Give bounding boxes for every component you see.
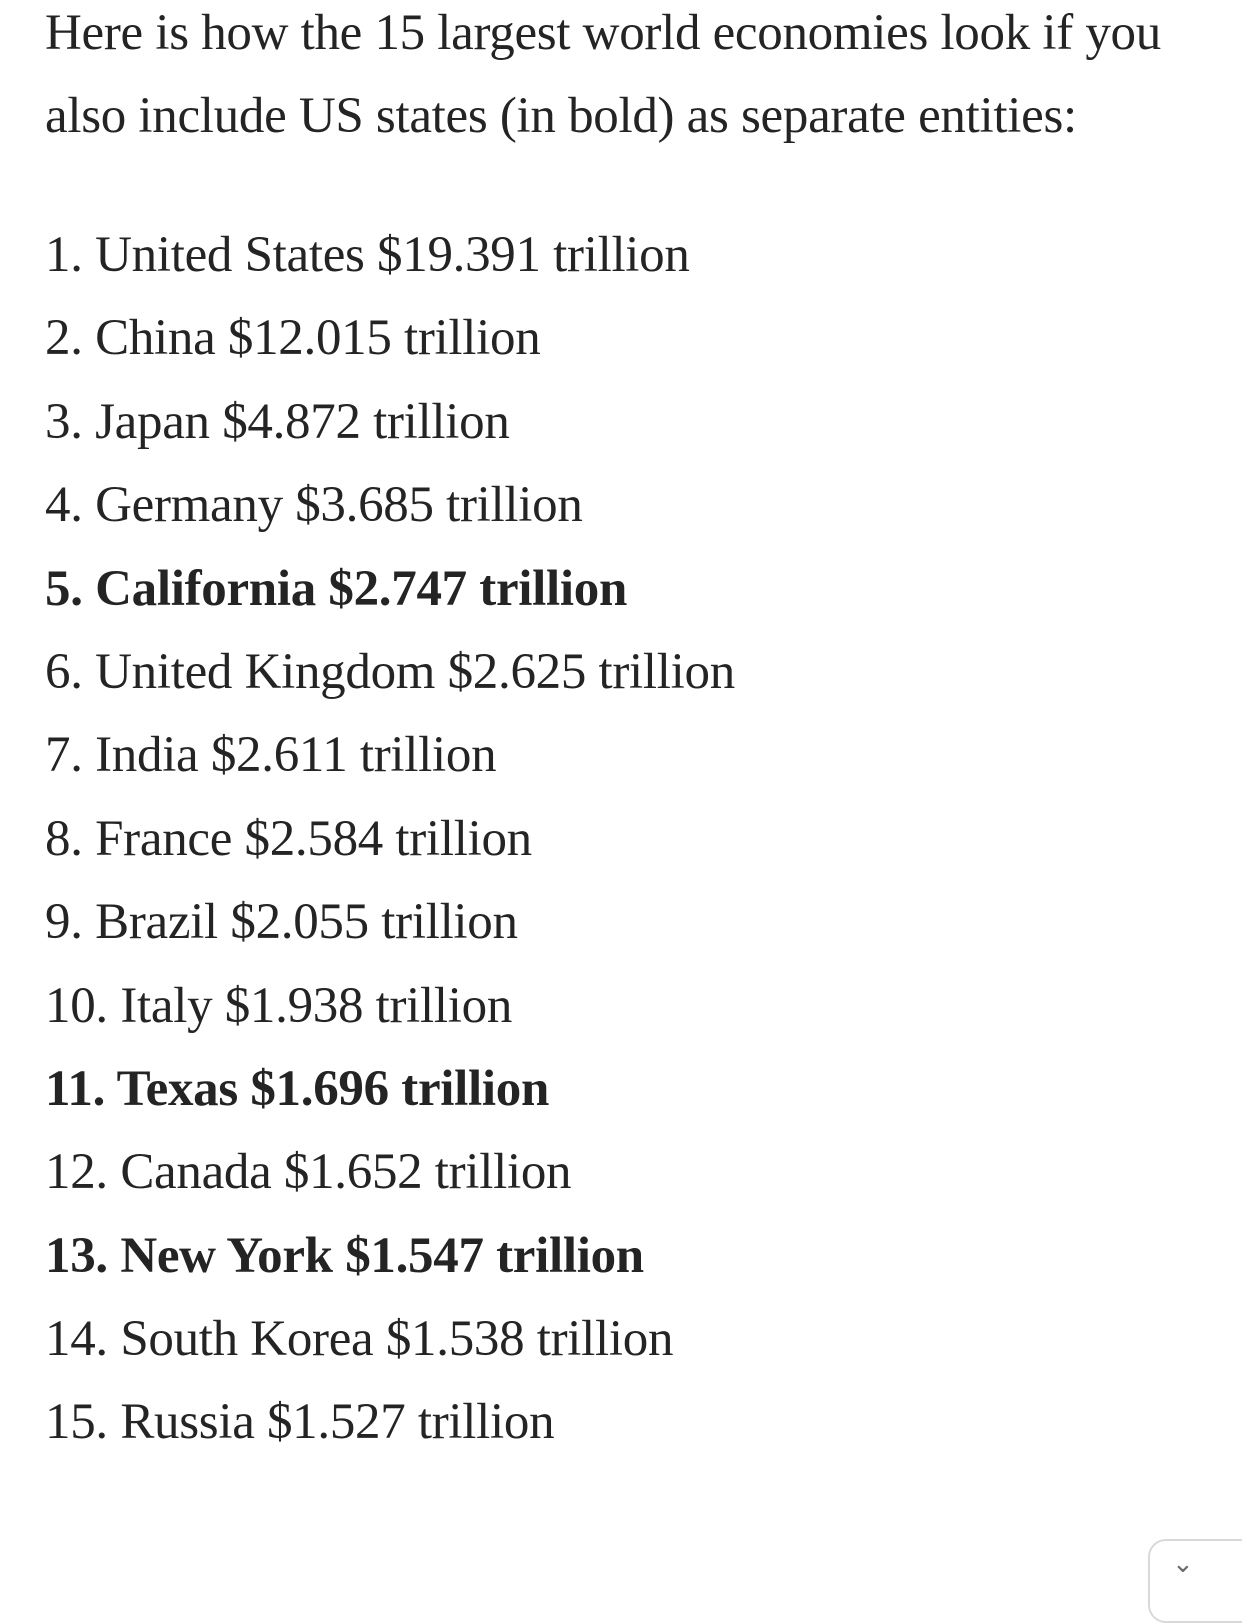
entity-name: Canada bbox=[120, 1144, 272, 1201]
entity-name: Italy bbox=[120, 977, 213, 1034]
list-item: 8. France $2.584 trillion bbox=[45, 798, 1205, 881]
list-item: 6. United Kingdom $2.625 trillion bbox=[45, 631, 1205, 714]
list-item: 1. United States $19.391 trillion bbox=[45, 214, 1205, 297]
gdp-value: $3.685 trillion bbox=[295, 477, 583, 534]
list-item-us-state: 11. Texas $1.696 trillion bbox=[45, 1048, 1205, 1131]
entity-name: Texas bbox=[116, 1060, 239, 1117]
chevron-icon: ⌄ bbox=[1172, 1549, 1194, 1579]
entity-name: New York bbox=[120, 1227, 333, 1284]
gdp-value: $2.611 trillion bbox=[210, 727, 497, 784]
entity-name: Japan bbox=[95, 393, 210, 450]
entity-name: South Korea bbox=[120, 1311, 374, 1368]
gdp-value: $12.015 trillion bbox=[227, 310, 541, 367]
list-item: 3. Japan $4.872 trillion bbox=[45, 381, 1205, 464]
rank-number: 12. bbox=[45, 1144, 108, 1201]
rank-number: 11. bbox=[45, 1060, 106, 1117]
gdp-value: $2.747 trillion bbox=[328, 560, 628, 617]
rank-number: 6. bbox=[45, 643, 83, 700]
entity-name: California bbox=[95, 560, 316, 617]
entity-name: Russia bbox=[120, 1394, 255, 1451]
rank-number: 7. bbox=[45, 727, 83, 784]
entity-name: United States bbox=[95, 227, 365, 283]
article-body: Here is how the 15 largest world economi… bbox=[45, 0, 1205, 1465]
gdp-value: $1.652 trillion bbox=[283, 1144, 572, 1201]
entity-name: China bbox=[95, 310, 216, 367]
rank-number: 3. bbox=[45, 393, 83, 450]
gdp-value: $1.547 trillion bbox=[345, 1227, 644, 1284]
list-item: 14. South Korea $1.538 trillion bbox=[45, 1298, 1205, 1381]
gdp-value: $1.527 trillion bbox=[266, 1394, 555, 1451]
entity-name: France bbox=[95, 810, 233, 867]
list-item: 9. Brazil $2.055 trillion bbox=[45, 881, 1205, 964]
gdp-value: $19.391 trillion bbox=[377, 227, 690, 283]
rank-number: 14. bbox=[45, 1311, 108, 1368]
rank-number: 13. bbox=[45, 1227, 108, 1284]
entity-name: United Kingdom bbox=[95, 643, 436, 700]
gdp-value: $1.696 trillion bbox=[250, 1060, 550, 1117]
floating-action-button[interactable]: ⌄ bbox=[1148, 1539, 1242, 1623]
entity-name: Germany bbox=[95, 477, 283, 534]
rank-number: 2. bbox=[45, 310, 83, 367]
gdp-value: $4.872 trillion bbox=[222, 393, 510, 450]
list-item: 12. Canada $1.652 trillion bbox=[45, 1131, 1205, 1214]
list-item: 7. India $2.611 trillion bbox=[45, 714, 1205, 797]
entity-name: Brazil bbox=[95, 894, 218, 951]
list-item-us-state: 13. New York $1.547 trillion bbox=[45, 1215, 1205, 1298]
gdp-value: $2.055 trillion bbox=[230, 894, 518, 951]
rank-number: 15. bbox=[45, 1394, 108, 1451]
gdp-value: $2.625 trillion bbox=[447, 643, 736, 700]
rank-number: 9. bbox=[45, 894, 83, 951]
list-item: 10. Italy $1.938 trillion bbox=[45, 965, 1205, 1048]
list-item: 2. China $12.015 trillion bbox=[45, 297, 1205, 380]
list-item-us-state: 5. California $2.747 trillion bbox=[45, 548, 1205, 631]
list-item: 15. Russia $1.527 trillion bbox=[45, 1381, 1205, 1464]
rank-number: 8. bbox=[45, 810, 83, 867]
rank-number: 1. bbox=[45, 227, 83, 283]
intro-paragraph: Here is how the 15 largest world economi… bbox=[45, 5, 1161, 144]
entity-name: India bbox=[95, 727, 199, 784]
gdp-value: $1.538 trillion bbox=[385, 1311, 674, 1368]
gdp-value: $1.938 trillion bbox=[224, 977, 513, 1034]
list-item: 4. Germany $3.685 trillion bbox=[45, 464, 1205, 547]
rank-number: 10. bbox=[45, 977, 108, 1034]
rank-number: 4. bbox=[45, 477, 83, 534]
rank-number: 5. bbox=[45, 560, 83, 617]
gdp-value: $2.584 trillion bbox=[244, 810, 533, 867]
economy-ranking-list: 1. United States $19.391 trillion 2. Chi… bbox=[45, 214, 1205, 1465]
